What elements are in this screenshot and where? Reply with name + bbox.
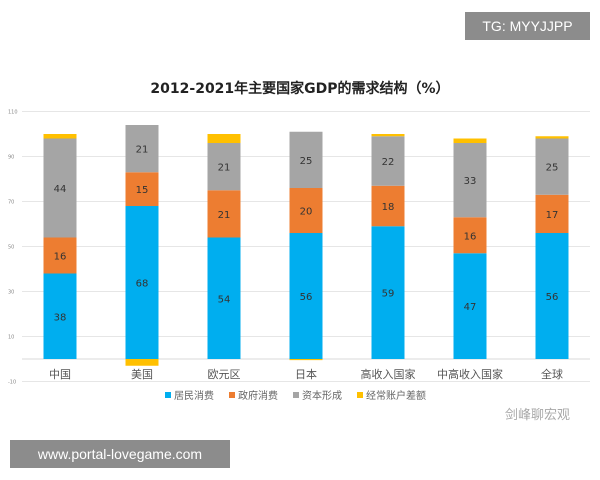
legend-label: 居民消费 — [174, 389, 214, 402]
legend-label: 政府消费 — [238, 389, 278, 402]
bar-segment — [207, 190, 241, 238]
data-label: 21 — [218, 163, 231, 174]
data-label: 22 — [382, 157, 395, 168]
bar-segment — [453, 217, 487, 254]
bar-segment — [289, 188, 323, 233]
bar-segment — [207, 143, 241, 191]
data-label: 16 — [54, 252, 67, 263]
data-label: 56 — [300, 292, 313, 303]
bar-segment — [535, 233, 569, 359]
data-label: 68 — [136, 279, 149, 290]
y-tick-label: 50 — [8, 245, 14, 251]
y-tick-label: -10 — [8, 380, 16, 386]
legend-swatch — [293, 392, 299, 398]
x-tick-label: 中高收入国家 — [437, 367, 503, 381]
data-label: 15 — [136, 185, 149, 196]
bar-segment — [535, 136, 569, 139]
data-label: 33 — [464, 176, 477, 187]
bar-segment — [43, 273, 77, 359]
bar-segment — [289, 131, 323, 188]
data-label: 16 — [464, 231, 477, 242]
legend-swatch — [357, 392, 363, 398]
data-label: 38 — [54, 312, 67, 323]
bar-segment — [43, 237, 77, 274]
x-tick-label: 中国 — [49, 368, 71, 381]
bar-segment — [289, 359, 323, 361]
y-tick-label: 30 — [8, 290, 14, 296]
data-label: 47 — [464, 302, 477, 313]
x-tick-label: 全球 — [541, 367, 563, 381]
x-tick-label: 日本 — [295, 367, 317, 381]
bar-segment — [535, 194, 569, 233]
bar-segment — [43, 138, 77, 238]
y-tick-label: 110 — [8, 110, 18, 116]
data-label: 25 — [546, 163, 559, 174]
x-tick-label: 高收入国家 — [361, 367, 416, 381]
y-tick-label: 10 — [8, 335, 14, 341]
bar-segment — [535, 138, 569, 195]
data-label: 20 — [300, 207, 313, 218]
legend-label: 资本形成 — [302, 389, 342, 402]
data-label: 25 — [300, 156, 313, 167]
bar-segment — [125, 172, 159, 206]
bar-segment — [371, 226, 405, 359]
y-tick-label: 70 — [8, 200, 14, 206]
legend-label: 经常账户差额 — [366, 389, 426, 402]
watermark-telegram: TG: MYYJJPP — [465, 12, 590, 40]
bar-segment — [43, 134, 77, 139]
data-label: 59 — [382, 289, 395, 300]
data-label: 56 — [546, 292, 559, 303]
data-label: 21 — [136, 145, 149, 156]
data-label: 21 — [218, 210, 231, 221]
bar-segment — [125, 125, 159, 173]
wechat-watermark: 剑峰聊宏观 — [505, 408, 571, 423]
y-tick-label: 90 — [8, 155, 14, 161]
data-label: 18 — [382, 202, 395, 213]
data-label: 44 — [54, 184, 67, 195]
watermark-website: www.portal-lovegame.com — [10, 440, 230, 468]
chart-title: 2012-2021年主要国家GDP的需求结构（%） — [150, 81, 450, 97]
data-label: 17 — [546, 210, 559, 221]
bar-segment — [453, 143, 487, 218]
bar-segment — [207, 237, 241, 359]
bar-segment — [453, 138, 487, 143]
bar-segment — [289, 233, 323, 359]
bar-segment — [207, 134, 241, 143]
data-label: 54 — [218, 294, 231, 305]
bar-segment — [371, 185, 405, 227]
legend-swatch — [165, 392, 171, 398]
x-tick-label: 美国 — [131, 368, 153, 381]
bar-segment — [371, 134, 405, 137]
x-tick-label: 欧元区 — [208, 368, 241, 381]
legend-swatch — [229, 392, 235, 398]
bar-segment — [125, 359, 159, 366]
bar-segment — [453, 253, 487, 359]
bar-segment — [371, 136, 405, 186]
bar-segment — [125, 206, 159, 359]
